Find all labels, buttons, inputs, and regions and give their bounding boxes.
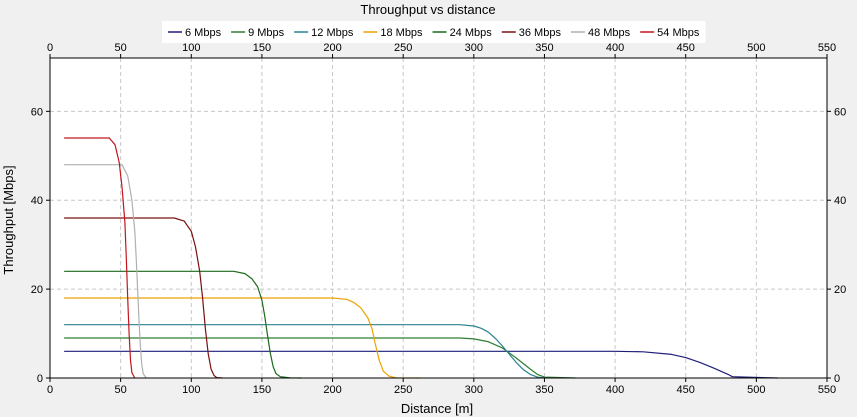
x-tick-label-top: 250 (394, 42, 412, 54)
y-tick-label-left: 20 (31, 284, 43, 296)
legend-label: 54 Mbps (657, 27, 700, 39)
x-tick-label-top: 350 (535, 42, 553, 54)
x-tick-label-bottom: 400 (606, 384, 624, 396)
series-line (64, 164, 147, 379)
axes: 0050501001001501502002002502503003003503… (31, 42, 847, 396)
x-tick-label-top: 0 (47, 42, 53, 54)
series-line (64, 137, 136, 379)
x-tick-label-top: 150 (253, 42, 271, 54)
legend-label: 18 Mbps (380, 27, 423, 39)
legend-label: 12 Mbps (311, 27, 354, 39)
plot-frame (49, 57, 828, 379)
x-tick-label-bottom: 250 (394, 384, 412, 396)
y-tick-label-left: 60 (31, 106, 43, 118)
series-layer (64, 137, 778, 379)
y-tick-label-left: 40 (31, 195, 43, 207)
x-tick-label-top: 50 (115, 42, 127, 54)
y-tick-label-right: 20 (834, 284, 846, 296)
series-line (64, 350, 778, 379)
x-tick-label-bottom: 450 (677, 384, 695, 396)
legend: 6 Mbps 9 Mbps 12 Mbps 18 Mbps 24 Mbps 36 Mbps… (162, 21, 706, 43)
chart-title: Throughput vs distance (360, 2, 495, 17)
x-tick-label-top: 300 (465, 42, 483, 54)
x-tick-label-bottom: 100 (182, 384, 200, 396)
x-tick-label-bottom: 550 (818, 384, 836, 396)
x-tick-label-top: 400 (606, 42, 624, 54)
legend-label: 48 Mbps (588, 27, 631, 39)
x-axis-title: Distance [m] (401, 401, 473, 416)
legend-label: 24 Mbps (450, 27, 493, 39)
legend-label: 36 Mbps (519, 27, 562, 39)
series-line (64, 297, 421, 379)
series-line (64, 217, 223, 379)
y-tick-label-right: 40 (834, 195, 846, 207)
legend-label: 9 Mbps (248, 27, 285, 39)
x-tick-label-bottom: 0 (47, 384, 53, 396)
x-tick-label-bottom: 200 (323, 384, 341, 396)
x-tick-label-bottom: 300 (465, 384, 483, 396)
x-tick-label-top: 550 (818, 42, 836, 54)
x-tick-label-bottom: 150 (253, 384, 271, 396)
legend-label: 6 Mbps (185, 27, 222, 39)
x-tick-label-top: 100 (182, 42, 200, 54)
y-tick-label-left: 0 (37, 373, 43, 385)
x-tick-label-bottom: 500 (747, 384, 765, 396)
y-tick-label-right: 60 (834, 106, 846, 118)
series-line (64, 270, 302, 379)
series-line (64, 324, 545, 379)
x-tick-label-top: 500 (747, 42, 765, 54)
x-tick-label-bottom: 350 (535, 384, 553, 396)
y-tick-label-right: 0 (834, 373, 840, 385)
x-tick-label-bottom: 50 (115, 384, 127, 396)
series-line (64, 337, 576, 379)
x-tick-label-top: 200 (323, 42, 341, 54)
y-axis-title: Throughput [Mbps] (1, 165, 16, 274)
x-tick-label-top: 450 (677, 42, 695, 54)
